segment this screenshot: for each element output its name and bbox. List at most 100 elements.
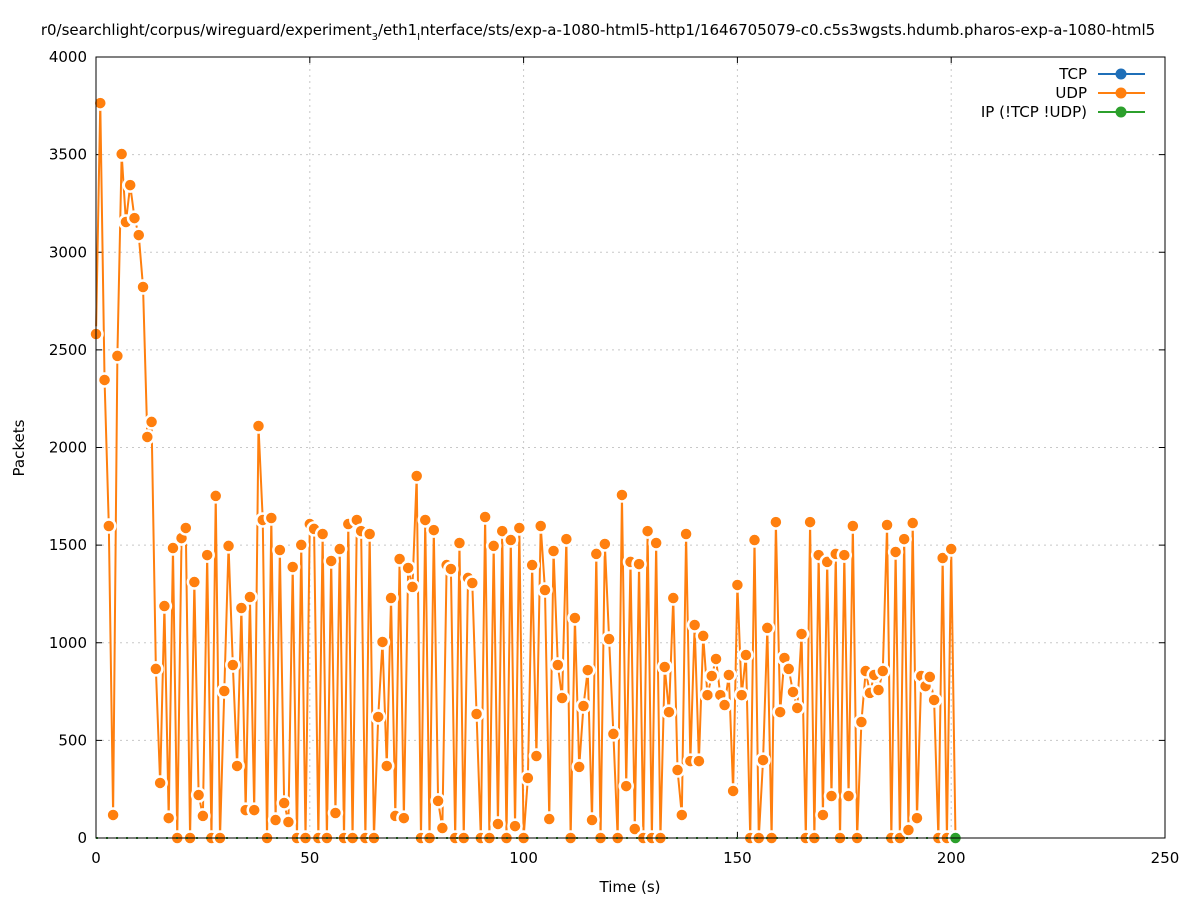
udp-data-point — [887, 544, 904, 560]
udp-data-point — [639, 523, 656, 539]
udp-data-point — [579, 662, 596, 678]
udp-data-point — [532, 518, 549, 534]
udp-data-point — [768, 514, 784, 530]
udp-data-point — [922, 669, 938, 685]
udp-data-point — [802, 514, 818, 530]
udp-data-point — [225, 657, 241, 673]
udp-data-point — [331, 541, 348, 557]
udp-data-point — [584, 812, 600, 828]
udp-data-point — [190, 787, 207, 803]
udp-data-point — [674, 807, 690, 823]
udp-data-point — [703, 668, 720, 684]
udp-data-point — [656, 659, 673, 675]
udp-data-point — [165, 540, 181, 556]
udp-data-point — [276, 795, 292, 811]
udp-data-point — [597, 536, 613, 552]
x-tick-label: 0 — [91, 849, 101, 867]
udp-data-point — [686, 617, 703, 633]
udp-data-point — [721, 667, 737, 683]
udp-data-point — [494, 523, 510, 539]
udp-data-point — [691, 753, 707, 769]
udp-data-point — [648, 535, 664, 551]
title-subscript: 3 — [372, 32, 378, 43]
title-part: r0/searchlight/corpus/wireguard/experime… — [41, 21, 372, 39]
legend-label: IP (!TCP !UDP) — [981, 103, 1087, 121]
udp-data-point — [96, 372, 113, 388]
udp-data-point — [267, 812, 284, 828]
udp-data-point — [528, 748, 545, 764]
udp-data-point — [109, 348, 126, 364]
udp-data-point — [426, 522, 442, 538]
udp-data-point — [233, 600, 250, 616]
udp-data-point — [135, 279, 151, 295]
udp-data-point — [207, 488, 224, 504]
udp-data-point — [520, 770, 536, 786]
y-tick-label: 4000 — [49, 48, 87, 66]
udp-data-point — [695, 628, 711, 644]
udp-data-point — [160, 810, 177, 826]
udp-data-point — [746, 532, 763, 548]
udp-data-point — [588, 546, 605, 562]
udp-data-point — [631, 556, 647, 572]
udp-data-point — [550, 657, 566, 673]
chart-title: r0/searchlight/corpus/wireguard/experime… — [41, 21, 1155, 43]
udp-data-point — [823, 788, 840, 804]
udp-data-point — [370, 709, 386, 725]
x-tick-label: 250 — [1151, 849, 1180, 867]
udp-data-point — [122, 177, 138, 193]
udp-data-point — [708, 651, 724, 667]
udp-series-line — [95, 103, 957, 839]
udp-data-point — [272, 542, 288, 558]
udp-data-point — [477, 509, 493, 525]
udp-data-point — [618, 778, 634, 794]
udp-data-point — [383, 590, 399, 606]
udp-data-point — [280, 814, 297, 830]
udp-data-point — [434, 820, 451, 836]
title-subscript: I — [417, 32, 420, 43]
udp-data-point — [503, 532, 519, 548]
udp-data-point — [738, 647, 754, 663]
udp-data-point — [220, 538, 237, 554]
udp-data-point — [391, 551, 408, 567]
udp-data-point — [759, 620, 776, 636]
udp-data-point — [284, 559, 301, 575]
udp-data-point — [627, 821, 643, 837]
udp-data-point — [126, 210, 143, 226]
x-tick-label: 200 — [937, 849, 966, 867]
udp-data-point — [131, 227, 147, 243]
udp-data-point — [699, 687, 716, 703]
udp-data-point — [404, 579, 421, 595]
x-axis-label: Time (s) — [599, 878, 661, 896]
udp-data-point — [379, 758, 395, 774]
udp-data-point — [780, 661, 797, 677]
udp-data-point — [242, 589, 258, 605]
legend-marker — [1115, 68, 1127, 80]
x-tick-label: 100 — [509, 849, 538, 867]
udp-data-point — [729, 577, 746, 593]
udp-data-point — [793, 626, 810, 642]
udp-data-point — [178, 520, 194, 536]
udp-data-point — [451, 535, 468, 551]
udp-data-point — [614, 487, 630, 503]
udp-data-point — [678, 526, 694, 542]
udp-data-point — [836, 547, 853, 563]
udp-data-point — [327, 805, 344, 821]
udp-data-point — [567, 610, 583, 626]
udp-data-point — [665, 590, 682, 606]
udp-data-point — [105, 807, 121, 823]
udp-data-point — [186, 574, 203, 590]
udp-data-point — [485, 538, 502, 554]
udp-data-point — [661, 704, 677, 720]
udp-data-point — [314, 526, 331, 542]
udp-data-point — [396, 810, 412, 826]
x-tick-label: 150 — [723, 849, 752, 867]
udp-data-point — [430, 793, 446, 809]
y-tick-label: 3500 — [49, 146, 87, 164]
udp-data-point — [879, 517, 895, 533]
udp-data-point — [669, 762, 686, 778]
y-tick-label: 0 — [77, 829, 87, 847]
udp-data-point — [139, 429, 156, 445]
y-tick-label: 1500 — [49, 536, 87, 554]
